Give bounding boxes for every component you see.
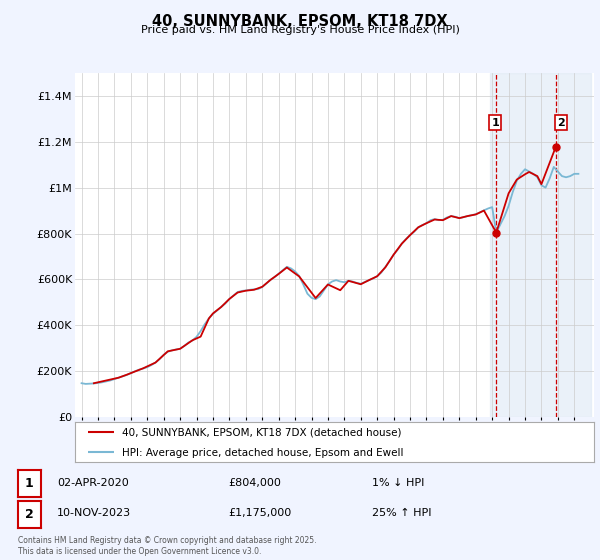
Text: Contains HM Land Registry data © Crown copyright and database right 2025.
This d: Contains HM Land Registry data © Crown c… bbox=[18, 536, 317, 556]
Text: 02-APR-2020: 02-APR-2020 bbox=[57, 478, 129, 488]
Text: 1: 1 bbox=[25, 477, 34, 491]
Text: 40, SUNNYBANK, EPSOM, KT18 7DX (detached house): 40, SUNNYBANK, EPSOM, KT18 7DX (detached… bbox=[122, 428, 401, 437]
Text: £804,000: £804,000 bbox=[228, 478, 281, 488]
Text: 2: 2 bbox=[25, 507, 34, 521]
Text: HPI: Average price, detached house, Epsom and Ewell: HPI: Average price, detached house, Epso… bbox=[122, 448, 403, 458]
Text: 2: 2 bbox=[557, 118, 565, 128]
Text: 1: 1 bbox=[491, 118, 499, 128]
Text: 10-NOV-2023: 10-NOV-2023 bbox=[57, 508, 131, 518]
Text: 40, SUNNYBANK, EPSOM, KT18 7DX: 40, SUNNYBANK, EPSOM, KT18 7DX bbox=[152, 14, 448, 29]
Text: Price paid vs. HM Land Registry's House Price Index (HPI): Price paid vs. HM Land Registry's House … bbox=[140, 25, 460, 35]
Text: 25% ↑ HPI: 25% ↑ HPI bbox=[372, 508, 431, 518]
Bar bbox=[490, 73, 591, 417]
Text: 1% ↓ HPI: 1% ↓ HPI bbox=[372, 478, 424, 488]
Text: £1,175,000: £1,175,000 bbox=[228, 508, 291, 518]
